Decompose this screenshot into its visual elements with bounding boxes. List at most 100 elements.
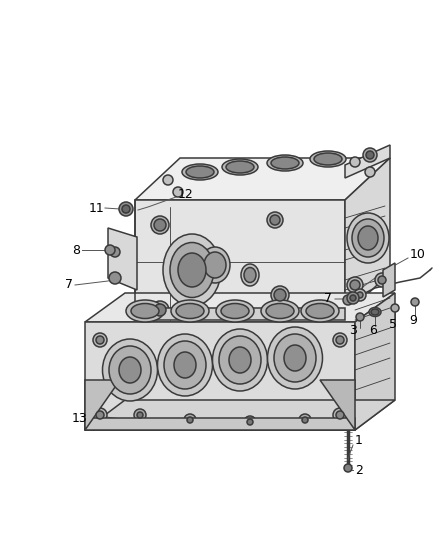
Circle shape bbox=[134, 409, 146, 421]
Ellipse shape bbox=[229, 347, 251, 373]
Ellipse shape bbox=[174, 352, 196, 378]
Ellipse shape bbox=[163, 234, 221, 306]
Circle shape bbox=[299, 414, 311, 426]
Text: 2: 2 bbox=[355, 464, 363, 477]
Circle shape bbox=[105, 245, 115, 255]
Polygon shape bbox=[355, 293, 395, 430]
Circle shape bbox=[163, 175, 173, 185]
Circle shape bbox=[378, 276, 386, 284]
Polygon shape bbox=[85, 293, 395, 322]
Circle shape bbox=[350, 280, 360, 290]
Circle shape bbox=[187, 417, 193, 423]
Ellipse shape bbox=[310, 151, 346, 167]
Ellipse shape bbox=[274, 334, 316, 382]
Circle shape bbox=[247, 419, 253, 425]
Circle shape bbox=[356, 313, 364, 321]
Ellipse shape bbox=[216, 300, 254, 322]
Ellipse shape bbox=[178, 253, 206, 287]
Ellipse shape bbox=[158, 334, 212, 396]
Text: 8: 8 bbox=[72, 244, 80, 256]
Circle shape bbox=[333, 333, 347, 347]
Circle shape bbox=[347, 292, 359, 304]
Polygon shape bbox=[135, 158, 390, 200]
Polygon shape bbox=[383, 263, 395, 297]
Circle shape bbox=[365, 167, 375, 177]
Ellipse shape bbox=[261, 300, 299, 322]
Ellipse shape bbox=[271, 157, 299, 169]
Circle shape bbox=[93, 408, 107, 422]
Circle shape bbox=[354, 289, 366, 301]
Circle shape bbox=[154, 304, 166, 316]
Circle shape bbox=[173, 187, 183, 197]
Ellipse shape bbox=[226, 161, 254, 173]
Circle shape bbox=[411, 298, 419, 306]
Circle shape bbox=[109, 272, 121, 284]
Ellipse shape bbox=[306, 303, 334, 319]
Circle shape bbox=[271, 286, 289, 304]
Circle shape bbox=[375, 273, 389, 287]
Ellipse shape bbox=[352, 219, 384, 257]
Ellipse shape bbox=[131, 303, 159, 319]
Circle shape bbox=[333, 408, 347, 422]
Polygon shape bbox=[345, 145, 390, 178]
Polygon shape bbox=[108, 228, 137, 290]
Ellipse shape bbox=[369, 308, 381, 317]
Circle shape bbox=[96, 411, 104, 419]
Ellipse shape bbox=[102, 339, 158, 401]
Ellipse shape bbox=[244, 268, 256, 282]
Polygon shape bbox=[320, 380, 355, 430]
Circle shape bbox=[119, 202, 133, 216]
Polygon shape bbox=[85, 400, 395, 430]
Ellipse shape bbox=[371, 309, 379, 315]
Polygon shape bbox=[135, 308, 345, 320]
Circle shape bbox=[344, 464, 352, 472]
Text: 1: 1 bbox=[355, 433, 363, 447]
Circle shape bbox=[350, 295, 356, 301]
Polygon shape bbox=[85, 380, 120, 430]
Ellipse shape bbox=[204, 252, 226, 278]
Ellipse shape bbox=[186, 166, 214, 178]
Text: 10: 10 bbox=[410, 248, 426, 262]
Circle shape bbox=[270, 215, 280, 225]
Polygon shape bbox=[345, 158, 390, 315]
Circle shape bbox=[274, 289, 286, 301]
Ellipse shape bbox=[222, 159, 258, 175]
Text: 13: 13 bbox=[72, 411, 88, 424]
Circle shape bbox=[93, 333, 107, 347]
Circle shape bbox=[184, 414, 196, 426]
Ellipse shape bbox=[266, 303, 294, 319]
Ellipse shape bbox=[314, 153, 342, 165]
Circle shape bbox=[343, 295, 353, 305]
Ellipse shape bbox=[268, 327, 322, 389]
Ellipse shape bbox=[219, 336, 261, 384]
Ellipse shape bbox=[119, 357, 141, 383]
Circle shape bbox=[96, 336, 104, 344]
Ellipse shape bbox=[182, 164, 218, 180]
Ellipse shape bbox=[241, 264, 259, 286]
Text: 11: 11 bbox=[89, 201, 105, 214]
Circle shape bbox=[244, 416, 256, 428]
Ellipse shape bbox=[221, 303, 249, 319]
Circle shape bbox=[336, 411, 344, 419]
Text: 12: 12 bbox=[178, 188, 194, 200]
Ellipse shape bbox=[171, 300, 209, 322]
Ellipse shape bbox=[212, 329, 268, 391]
Ellipse shape bbox=[126, 300, 164, 322]
Circle shape bbox=[137, 412, 143, 418]
Text: 9: 9 bbox=[409, 313, 417, 327]
Circle shape bbox=[357, 292, 363, 298]
Ellipse shape bbox=[284, 345, 306, 371]
Circle shape bbox=[302, 417, 308, 423]
Ellipse shape bbox=[347, 213, 389, 263]
Circle shape bbox=[347, 277, 363, 293]
Polygon shape bbox=[85, 322, 355, 430]
Text: 3: 3 bbox=[349, 324, 357, 336]
Text: 5: 5 bbox=[389, 319, 397, 332]
Text: 7: 7 bbox=[65, 279, 73, 292]
Ellipse shape bbox=[170, 243, 214, 297]
Text: 7: 7 bbox=[324, 292, 332, 304]
Circle shape bbox=[336, 336, 344, 344]
Circle shape bbox=[366, 151, 374, 159]
Ellipse shape bbox=[267, 155, 303, 171]
Ellipse shape bbox=[109, 346, 151, 394]
